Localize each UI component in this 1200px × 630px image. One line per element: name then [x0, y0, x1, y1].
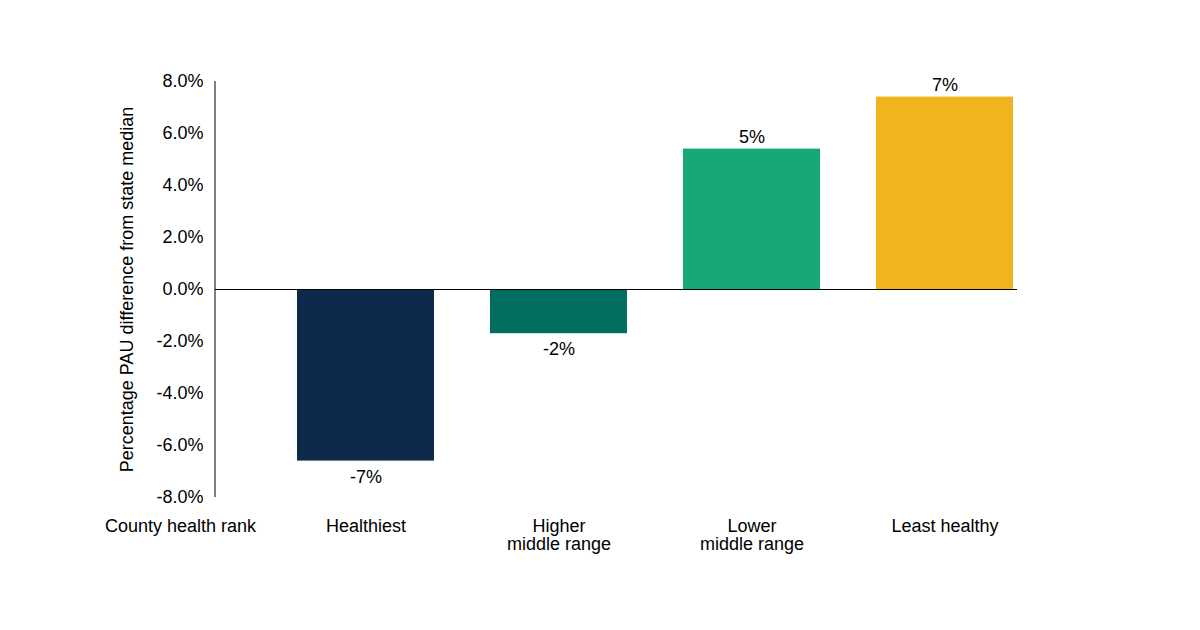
- svg-text:-7%: -7%: [350, 467, 382, 487]
- svg-text:County health rank: County health rank: [105, 516, 257, 536]
- svg-text:-2.0%: -2.0%: [156, 331, 203, 351]
- svg-text:-8.0%: -8.0%: [156, 487, 203, 507]
- svg-text:-6.0%: -6.0%: [156, 435, 203, 455]
- svg-text:-2%: -2%: [543, 339, 575, 359]
- svg-text:Lowermiddle range: Lowermiddle range: [700, 516, 804, 554]
- svg-text:5%: 5%: [739, 127, 765, 147]
- svg-text:7%: 7%: [932, 75, 958, 95]
- svg-text:6.0%: 6.0%: [162, 123, 203, 143]
- svg-text:2.0%: 2.0%: [162, 227, 203, 247]
- svg-text:0.0%: 0.0%: [162, 279, 203, 299]
- svg-text:Least healthy: Least healthy: [891, 516, 998, 536]
- svg-text:Percentage PAU difference from: Percentage PAU difference from state med…: [117, 107, 137, 473]
- svg-text:Healthiest: Healthiest: [326, 516, 406, 536]
- svg-text:Highermiddle range: Highermiddle range: [507, 516, 611, 554]
- svg-text:4.0%: 4.0%: [162, 175, 203, 195]
- svg-text:-4.0%: -4.0%: [156, 383, 203, 403]
- svg-text:8.0%: 8.0%: [162, 71, 203, 91]
